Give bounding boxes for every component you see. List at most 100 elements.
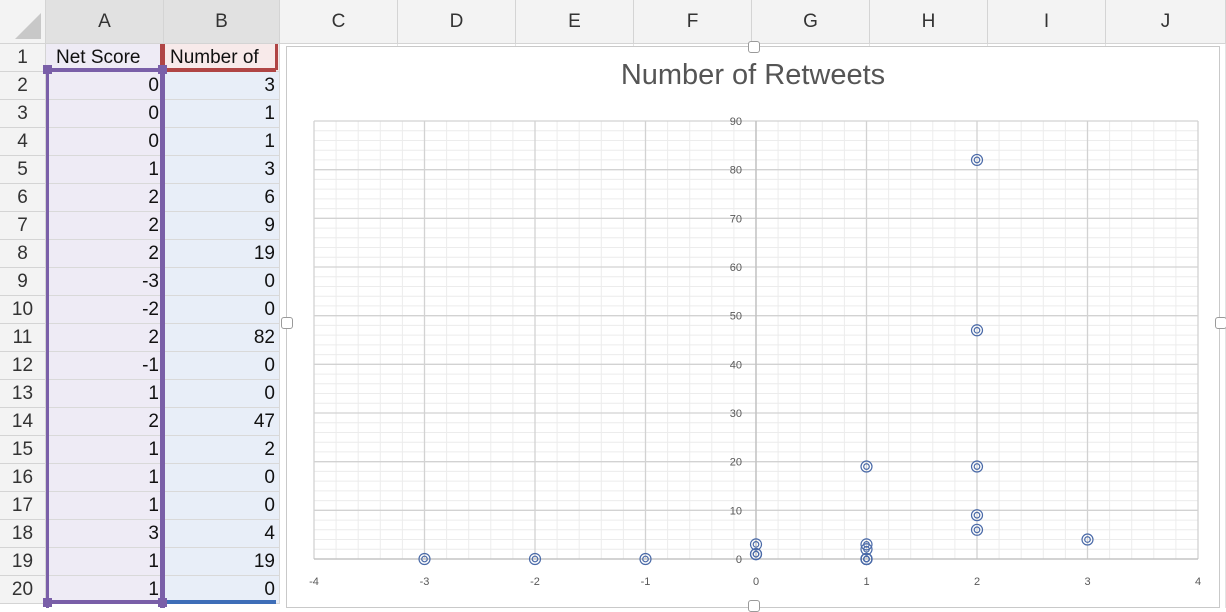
chart-resize-handle[interactable] [281, 317, 293, 329]
x-tick-label: -1 [641, 576, 651, 588]
row-header-11[interactable]: 11 [0, 324, 46, 352]
chart-resize-handle[interactable] [748, 600, 760, 612]
row-header-3[interactable]: 3 [0, 100, 46, 128]
row-header-5[interactable]: 5 [0, 156, 46, 184]
data-point[interactable] [639, 552, 652, 566]
cell-net-score[interactable]: 0 [46, 128, 164, 156]
column-header-c[interactable]: C [280, 0, 398, 44]
row-header-20[interactable]: 20 [0, 576, 46, 604]
row-header-8[interactable]: 8 [0, 240, 46, 268]
row-header-1[interactable]: 1 [0, 44, 46, 72]
data-point[interactable] [749, 538, 763, 551]
cell-net-score[interactable]: 1 [46, 576, 164, 604]
row-header-17[interactable]: 17 [0, 492, 46, 520]
data-point[interactable] [970, 153, 984, 167]
chart-resize-handle[interactable] [748, 41, 760, 53]
cell-net-score[interactable]: -1 [46, 352, 164, 380]
column-header-h[interactable]: H [870, 0, 988, 44]
select-all-corner[interactable] [0, 0, 46, 44]
data-point[interactable] [749, 548, 763, 561]
cell-net-score[interactable]: 3 [46, 520, 164, 548]
cell-net-score[interactable]: 2 [46, 240, 164, 268]
row-header-10[interactable]: 10 [0, 296, 46, 324]
selection-border [160, 68, 165, 608]
selection-border [166, 68, 276, 72]
cell-net-score[interactable]: 1 [46, 464, 164, 492]
cell-net-score[interactable]: 1 [46, 156, 164, 184]
row-header-16[interactable]: 16 [0, 464, 46, 492]
data-point[interactable] [860, 460, 873, 473]
row-header-13[interactable]: 13 [0, 380, 46, 408]
cell-net-score[interactable]: 2 [46, 324, 164, 352]
chart-resize-handle[interactable] [1215, 317, 1226, 329]
y-tick-label: 0 [736, 554, 742, 566]
cell-net-score[interactable]: -2 [46, 296, 164, 324]
cell-net-score[interactable]: 1 [46, 548, 164, 576]
cell-number-of-retweets[interactable]: 3 [164, 72, 280, 100]
cell-number-of-retweets[interactable]: 9 [164, 212, 280, 240]
row-header-14[interactable]: 14 [0, 408, 46, 436]
cell-number-of-retweets[interactable]: 0 [164, 380, 280, 408]
cell-number-of-retweets[interactable]: 47 [164, 408, 280, 436]
cell-number-of-retweets[interactable]: 0 [164, 268, 280, 296]
data-point[interactable] [860, 552, 873, 566]
data-point[interactable] [970, 324, 984, 337]
cell-number-of-retweets[interactable]: 0 [164, 296, 280, 324]
cell-number-of-retweets[interactable]: 19 [164, 548, 280, 576]
row-header-15[interactable]: 15 [0, 436, 46, 464]
cell-number-of-retweets[interactable]: 3 [164, 156, 280, 184]
cell-number-of-retweets[interactable]: 0 [164, 352, 280, 380]
data-point[interactable] [1081, 533, 1094, 546]
cell-number-of-retweets[interactable]: 2 [164, 436, 280, 464]
cell-net-score[interactable]: 1 [46, 492, 164, 520]
row-header-12[interactable]: 12 [0, 352, 46, 380]
data-point[interactable] [860, 543, 873, 556]
row-header-19[interactable]: 19 [0, 548, 46, 576]
column-header-b[interactable]: B [164, 0, 280, 44]
cell-net-score[interactable]: 1 [46, 436, 164, 464]
row-header-2[interactable]: 2 [0, 72, 46, 100]
header-cell-number-of[interactable]: Number of [164, 44, 280, 72]
cell-net-score[interactable]: 2 [46, 408, 164, 436]
cell-number-of-retweets[interactable]: 82 [164, 324, 280, 352]
column-header-g[interactable]: G [752, 0, 870, 44]
selection-handle[interactable] [158, 598, 167, 607]
row-header-6[interactable]: 6 [0, 184, 46, 212]
column-header-j[interactable]: J [1106, 0, 1226, 44]
row-header-18[interactable]: 18 [0, 520, 46, 548]
data-point[interactable] [418, 552, 431, 566]
cell-number-of-retweets[interactable]: 4 [164, 520, 280, 548]
row-header-4[interactable]: 4 [0, 128, 46, 156]
cell-net-score[interactable]: 0 [46, 100, 164, 128]
cell-number-of-retweets[interactable]: 1 [164, 100, 280, 128]
column-header-e[interactable]: E [516, 0, 634, 44]
selection-handle[interactable] [158, 65, 167, 74]
cell-number-of-retweets[interactable]: 6 [164, 184, 280, 212]
x-tick-label: -4 [309, 576, 319, 588]
data-point[interactable] [970, 509, 984, 522]
selection-handle[interactable] [43, 598, 52, 607]
data-point[interactable] [528, 552, 542, 566]
selection-handle[interactable] [43, 65, 52, 74]
row-header-7[interactable]: 7 [0, 212, 46, 240]
cell-net-score[interactable]: 2 [46, 212, 164, 240]
cell-number-of-retweets[interactable]: 19 [164, 240, 280, 268]
cell-number-of-retweets[interactable]: 0 [164, 464, 280, 492]
row-header-9[interactable]: 9 [0, 268, 46, 296]
cell-number-of-retweets[interactable]: 0 [164, 492, 280, 520]
cell-net-score[interactable]: -3 [46, 268, 164, 296]
scatter-chart[interactable]: Number of Retweets -4 -3 -2 -1 0 1 2 3 4 0 10 20 30 4… [281, 41, 1226, 612]
column-header-a[interactable]: A [46, 0, 164, 44]
column-header-f[interactable]: F [634, 0, 752, 44]
cell-net-score[interactable]: 0 [46, 72, 164, 100]
column-header-i[interactable]: I [988, 0, 1106, 44]
data-point[interactable] [970, 523, 984, 536]
cell-net-score[interactable]: 2 [46, 184, 164, 212]
cell-net-score[interactable]: 1 [46, 380, 164, 408]
selection-border [46, 600, 164, 604]
x-tick-label: -3 [420, 576, 430, 588]
column-header-d[interactable]: D [398, 0, 516, 44]
cell-number-of-retweets[interactable]: 1 [164, 128, 280, 156]
header-cell-net-score[interactable]: Net Score [46, 44, 164, 72]
data-point[interactable] [970, 460, 984, 473]
